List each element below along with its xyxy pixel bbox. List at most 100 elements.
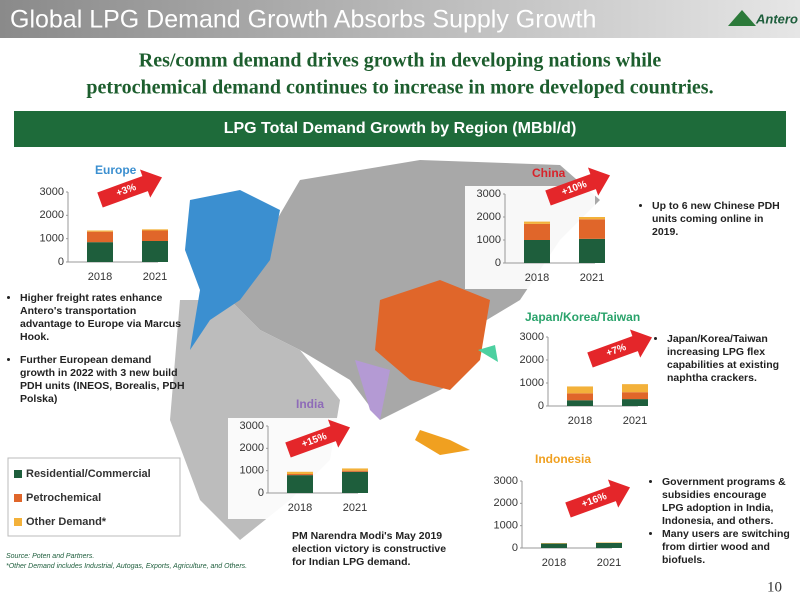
y-tick-label: 3000 <box>240 420 264 432</box>
chart-title: Japan/Korea/Taiwan <box>525 310 640 324</box>
arrow <box>97 169 163 208</box>
x-tick-label: 2018 <box>288 502 312 514</box>
bar-segment <box>142 229 168 231</box>
y-tick-label: 0 <box>258 487 264 499</box>
bar-segment <box>524 221 550 224</box>
growth-arrow: +3% <box>97 169 163 208</box>
chart-title: China <box>532 166 566 180</box>
y-tick-label: 3000 <box>40 186 64 198</box>
bar-segment <box>622 384 648 393</box>
x-tick-label: 2021 <box>343 502 367 514</box>
bar-segment <box>87 230 113 232</box>
page-number: 10 <box>767 579 782 595</box>
legend-label: Other Demand* <box>26 516 107 528</box>
y-tick-label: 0 <box>538 400 544 412</box>
legend-swatch <box>14 470 22 478</box>
y-tick-label: 2000 <box>240 442 264 454</box>
source: Source: Poten and Partners. <box>6 553 94 560</box>
growth-arrow: +10% <box>545 167 611 206</box>
x-tick-label: 2018 <box>88 271 112 283</box>
legend-box <box>7 457 181 537</box>
x-tick-label: 2021 <box>597 557 621 569</box>
y-tick-label: 1000 <box>477 234 501 246</box>
bar-segment <box>287 474 313 476</box>
bar-segment <box>142 230 168 241</box>
x-tick-label: 2018 <box>542 557 566 569</box>
india-note: PM Narendra Modi's May 2019 election vic… <box>292 530 462 569</box>
japan-notes: Japan/Korea/Taiwan increasing LPG flex c… <box>655 333 785 395</box>
banner-text: LPG Total Demand Growth by Region (MBbl/… <box>224 120 577 137</box>
x-tick-label: 2018 <box>525 272 549 284</box>
bar-segment <box>579 217 605 220</box>
bar-segment <box>579 238 605 263</box>
bar-segment <box>622 399 648 406</box>
chart-title: India <box>296 397 324 411</box>
y-tick-label: 1000 <box>240 465 264 477</box>
logo-mark <box>728 10 756 26</box>
x-tick-label: 2021 <box>143 271 167 283</box>
bar-segment <box>567 400 593 406</box>
note: Higher freight rates enhance Antero's tr… <box>20 292 186 344</box>
bar-segment <box>342 470 368 472</box>
bar-segment <box>342 471 368 493</box>
x-tick-label: 2018 <box>568 415 592 427</box>
bar-segment <box>142 241 168 262</box>
y-tick-label: 3000 <box>494 475 518 487</box>
arrow <box>285 419 351 458</box>
legend-label: Petrochemical <box>26 492 101 504</box>
note: Many users are switching from dirtier wo… <box>662 528 790 567</box>
y-tick-label: 3000 <box>520 331 544 343</box>
y-tick-label: 0 <box>512 542 518 554</box>
y-tick-label: 1000 <box>40 233 64 245</box>
y-tick-label: 1000 <box>494 520 518 532</box>
china-notes: Up to 6 new Chinese PDH units coming onl… <box>640 200 780 249</box>
growth-arrow: +16% <box>565 479 631 518</box>
bar-segment <box>87 242 113 262</box>
x-tick-label: 2021 <box>580 272 604 284</box>
legend-swatch <box>14 518 22 526</box>
y-tick-label: 2000 <box>520 354 544 366</box>
chart-title: Indonesia <box>535 452 591 466</box>
bar-segment <box>342 468 368 471</box>
europe-notes: Higher freight rates enhance Antero's tr… <box>8 292 186 416</box>
subtitle: petrochemical demand continues to increa… <box>86 77 713 99</box>
title-bar <box>0 0 800 38</box>
logo: Antero <box>755 11 798 26</box>
bar-segment <box>287 471 313 475</box>
bar-segment <box>567 393 593 401</box>
subtitle: Res/comm demand drives growth in develop… <box>139 50 662 72</box>
growth-arrow: +15% <box>285 419 351 458</box>
bar-segment <box>567 386 593 394</box>
chart-bg <box>482 473 612 574</box>
bar-segment <box>524 223 550 240</box>
bar-segment <box>541 543 567 548</box>
note: Government programs & subsidies encourag… <box>662 476 790 528</box>
source: *Other Demand includes Industrial, Autog… <box>6 563 247 570</box>
y-tick-label: 2000 <box>477 211 501 223</box>
bar-segment <box>596 542 622 548</box>
arrow <box>545 167 611 206</box>
y-tick-label: 1000 <box>520 377 544 389</box>
bar-segment <box>287 475 313 493</box>
y-tick-label: 3000 <box>477 188 501 200</box>
chart-title: Europe <box>95 163 137 177</box>
arrow <box>587 329 653 368</box>
slide-title: Global LPG Demand Growth Absorbs Supply … <box>10 6 596 34</box>
y-tick-label: 2000 <box>40 209 64 221</box>
bar-segment <box>622 392 648 400</box>
x-tick-label: 2021 <box>623 415 647 427</box>
bar-segment <box>524 240 550 263</box>
note: Japan/Korea/Taiwan increasing LPG flex c… <box>667 333 785 385</box>
arrow <box>565 479 631 518</box>
legend-swatch <box>14 494 22 502</box>
banner <box>14 111 786 147</box>
y-tick-label: 2000 <box>494 497 518 509</box>
indonesia-notes: Government programs & subsidies encourag… <box>650 476 790 577</box>
y-tick-label: 0 <box>495 257 501 269</box>
bar-segment <box>87 231 113 243</box>
note: Up to 6 new Chinese PDH units coming onl… <box>652 200 780 239</box>
y-tick-label: 0 <box>58 256 64 268</box>
growth-arrow: +7% <box>587 329 653 368</box>
